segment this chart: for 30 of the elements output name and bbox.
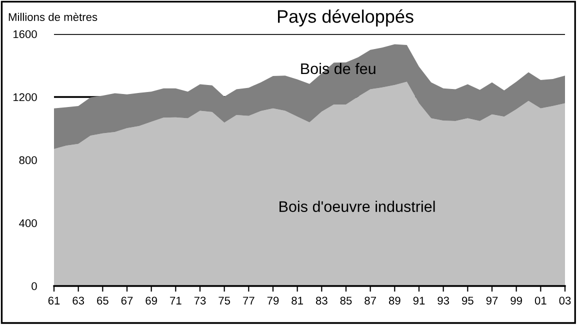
x-tick-label: 83 xyxy=(316,296,328,305)
x-tick-label: 73 xyxy=(194,296,206,305)
x-tick-label: 63 xyxy=(72,296,84,305)
y-tick-label: 800 xyxy=(19,156,37,164)
x-tick-label: 79 xyxy=(267,296,279,305)
x-tick-label: 95 xyxy=(462,296,474,305)
x-tick-label: 01 xyxy=(534,296,546,305)
y-tick-label: 0 xyxy=(32,282,37,290)
x-tick-label: 03 xyxy=(559,296,571,305)
x-tick-label: 87 xyxy=(364,296,376,305)
x-tick-label: 93 xyxy=(438,296,450,305)
x-tick-label: 65 xyxy=(97,296,108,305)
x-tick-label: 75 xyxy=(218,296,230,305)
x-tick-label: 85 xyxy=(340,296,352,305)
x-tick-label: 89 xyxy=(388,296,400,305)
x-tick-label: 61 xyxy=(48,296,60,305)
x-tick-label: 69 xyxy=(146,296,157,305)
y-tick-label: 1600 xyxy=(13,30,37,38)
y-axis-title: Millions de mètres xyxy=(8,12,98,21)
x-tick-label: 81 xyxy=(292,296,303,305)
x-tick-label: 77 xyxy=(243,296,254,304)
series-label: Bois de feu xyxy=(301,62,376,74)
y-tick-label: 1200 xyxy=(13,93,37,102)
x-tick-label: 71 xyxy=(170,296,182,304)
x-tick-label: 91 xyxy=(413,296,425,305)
x-tick-label: 67 xyxy=(121,296,133,305)
x-tick-label: 97 xyxy=(486,296,498,305)
chart-title: Pays développés xyxy=(278,9,414,26)
x-tick-label: 99 xyxy=(510,296,522,305)
y-tick-label: 400 xyxy=(19,219,37,228)
